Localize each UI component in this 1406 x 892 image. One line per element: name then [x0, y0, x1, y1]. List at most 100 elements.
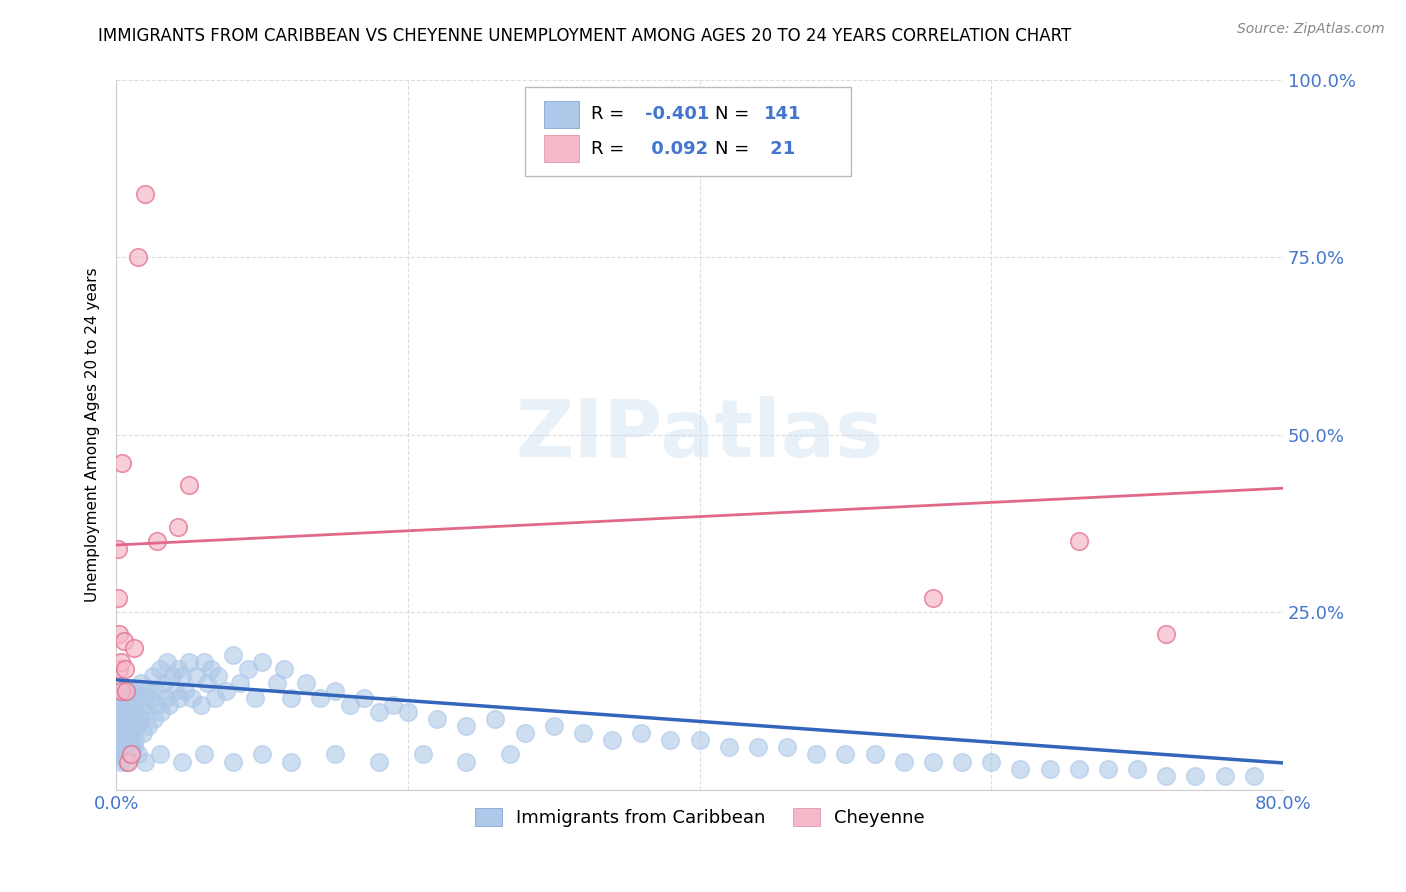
Point [163, 683, 186, 698]
Point [323, 683, 346, 698]
Point [118, 705, 141, 719]
Point [107, 740, 129, 755]
Point [1067, 762, 1090, 776]
Text: 0.092: 0.092 [645, 140, 707, 158]
Point [980, 755, 1002, 769]
Point [179, 655, 201, 669]
Point [122, 640, 145, 655]
Text: R =: R = [591, 140, 630, 158]
Point [273, 662, 295, 676]
Point [456, 755, 478, 769]
Point [1156, 626, 1178, 640]
Point [138, 719, 160, 733]
Point [112, 633, 135, 648]
Point [156, 655, 179, 669]
Point [131, 726, 153, 740]
Point [456, 719, 478, 733]
Point [111, 733, 134, 747]
Point [207, 669, 229, 683]
Point [108, 626, 131, 640]
Point [236, 662, 259, 676]
Point [120, 712, 142, 726]
Point [204, 690, 226, 705]
Point [124, 705, 146, 719]
Point [124, 733, 146, 747]
Point [146, 534, 169, 549]
Point [717, 740, 740, 755]
Point [1097, 762, 1119, 776]
Point [115, 726, 138, 740]
Point [118, 740, 141, 755]
Point [600, 733, 623, 747]
Point [112, 726, 135, 740]
Point [108, 712, 131, 726]
Point [107, 747, 129, 762]
Point [107, 726, 129, 740]
Point [143, 712, 166, 726]
Point [142, 669, 165, 683]
Point [543, 719, 565, 733]
Point [111, 698, 134, 712]
Point [122, 719, 145, 733]
Point [922, 755, 945, 769]
Point [114, 705, 136, 719]
Point [111, 719, 134, 733]
Point [426, 712, 449, 726]
Point [323, 747, 346, 762]
Point [295, 676, 318, 690]
Point [266, 676, 288, 690]
Point [134, 755, 156, 769]
Point [117, 733, 139, 747]
Point [134, 186, 156, 201]
Point [179, 477, 201, 491]
Text: R =: R = [591, 105, 630, 123]
Point [280, 690, 302, 705]
Point [229, 676, 252, 690]
Point [339, 698, 361, 712]
Point [115, 712, 138, 726]
Point [659, 733, 682, 747]
Point [112, 740, 135, 755]
Point [114, 683, 136, 698]
Point [1243, 769, 1265, 783]
Point [893, 755, 915, 769]
Point [108, 719, 131, 733]
FancyBboxPatch shape [524, 87, 851, 176]
Point [222, 755, 245, 769]
Point [1184, 769, 1206, 783]
Point [689, 733, 711, 747]
Point [114, 740, 136, 755]
Point [121, 698, 143, 712]
Point [170, 669, 193, 683]
Point [108, 683, 131, 698]
Point [572, 726, 595, 740]
Point [149, 747, 172, 762]
Point [117, 755, 139, 769]
Point [382, 698, 405, 712]
Point [120, 726, 142, 740]
Point [127, 690, 149, 705]
Point [127, 747, 149, 762]
Point [112, 712, 135, 726]
Point [111, 456, 134, 470]
Point [353, 690, 375, 705]
Point [111, 740, 134, 755]
Point [396, 705, 419, 719]
Point [155, 690, 177, 705]
Point [115, 683, 138, 698]
Point [630, 726, 652, 740]
Point [222, 648, 245, 662]
Point [108, 733, 131, 747]
Point [193, 655, 215, 669]
Point [110, 747, 132, 762]
Point [120, 683, 142, 698]
Point [149, 662, 172, 676]
Point [166, 662, 188, 676]
Point [122, 740, 145, 755]
Point [107, 698, 129, 712]
Point [117, 719, 139, 733]
Point [107, 591, 129, 606]
Point [1126, 762, 1149, 776]
Text: Source: ZipAtlas.com: Source: ZipAtlas.com [1237, 22, 1385, 37]
Point [160, 669, 183, 683]
